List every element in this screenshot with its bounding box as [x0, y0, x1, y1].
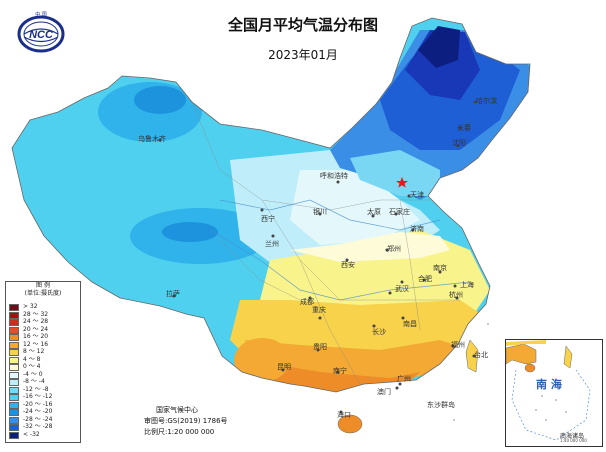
south-sea-label: 南 海: [536, 378, 562, 391]
legend-swatch: [9, 424, 19, 431]
svg-text:NCC: NCC: [29, 29, 54, 41]
legend-swatch: [9, 341, 19, 349]
agency-name: 国家气候中心: [156, 406, 198, 414]
map-approval-number: 审图号:GS(2019) 1786号: [144, 417, 228, 425]
legend-label: -4 ～ 0: [23, 370, 43, 378]
city-label: 乌鲁木齐: [138, 135, 166, 143]
city-label: 南宁: [333, 367, 347, 375]
city-label: 南京: [433, 264, 447, 272]
legend-label: -20 ～ -16: [23, 400, 53, 408]
map-scale: 比例尺:1:20 000 000: [144, 428, 215, 436]
legend-swatch: [9, 401, 19, 409]
legend-label: 24 ～ 28: [23, 318, 49, 325]
city-label: 南昌: [403, 320, 417, 328]
legend-swatch: [9, 311, 19, 319]
city-label: 海口: [337, 411, 351, 419]
city-label: 拉萨: [166, 290, 180, 298]
legend-label: -28 ～ -24: [23, 415, 53, 423]
map-subtitle: 2023年01月: [268, 48, 338, 62]
city-label: 长沙: [372, 328, 386, 336]
city-label: 昆明: [277, 363, 291, 371]
city-label: 台北: [474, 351, 488, 359]
legend-label: 16 ～ 20: [23, 333, 49, 340]
legend-label: > 32: [23, 303, 38, 310]
city-label: 郑州: [387, 245, 401, 253]
south-china-sea-inset: 南 海 南海诸岛 1:40 000 000: [505, 339, 603, 447]
city-label: 西安: [341, 261, 355, 269]
city-label: 广州: [397, 375, 411, 383]
city-label: 沈阳: [452, 139, 466, 147]
legend-label: -8 ～ -4: [23, 378, 45, 385]
legend-label: < -32: [23, 430, 40, 438]
legend-swatch: [9, 304, 19, 311]
city-label: 合肥: [418, 275, 432, 283]
legend-swatch: [9, 416, 19, 424]
legend-swatch: [9, 379, 19, 386]
map-title: 全国月平均气温分布图: [227, 16, 378, 34]
city-label: 贵阳: [313, 343, 327, 351]
legend-swatch: [9, 326, 19, 334]
legend-label: 28 ～ 32: [23, 310, 49, 318]
legend-swatch: [9, 356, 19, 364]
credit-block: 国家气候中心 审图号:GS(2019) 1786号 比例尺:1:20 000 0…: [144, 405, 228, 438]
city-label: 济南: [410, 225, 424, 233]
legend-swatch: [9, 409, 19, 416]
legend-label: -12 ～ -8: [23, 385, 49, 393]
city-label: 东沙群岛: [427, 401, 455, 409]
city-label: 杭州: [449, 291, 463, 299]
city-label: 呼和浩特: [320, 172, 348, 180]
legend-swatch: [9, 334, 19, 341]
legend-label: -32 ～ -28: [23, 423, 53, 430]
city-label: 太原: [367, 208, 381, 216]
city-label: 武汉: [395, 285, 409, 293]
inset-scale: 1:40 000 000: [560, 438, 587, 443]
city-label: 澳门: [377, 388, 391, 396]
legend-label: 4 ～ 8: [23, 355, 41, 363]
svg-text:中 国: 中 国: [35, 11, 47, 18]
capital-star-icon: [396, 177, 408, 188]
legend-swatch: [9, 349, 19, 356]
inset-caption: 南海诸岛: [560, 433, 585, 440]
legend-label: 8 ～ 12: [23, 348, 45, 355]
city-label: 上海: [460, 281, 474, 289]
legend-title: 图 例: [36, 282, 50, 289]
legend-swatch: [9, 394, 19, 401]
legend-label: 12 ～ 16: [23, 340, 49, 348]
city-label: 西宁: [261, 215, 275, 223]
city-label: 长春: [457, 124, 471, 132]
city-label: 成都: [300, 298, 314, 306]
legend-swatch: [9, 371, 19, 379]
legend-label: 0 ～ 4: [23, 363, 41, 370]
city-label: 重庆: [312, 306, 326, 314]
legend-unit: (单位:摄氏度): [24, 290, 62, 297]
inset-map-graphic: [506, 340, 591, 441]
legend-swatch: [9, 319, 19, 326]
city-label: 银川: [313, 208, 327, 216]
city-label: 兰州: [265, 240, 279, 248]
city-label: 石家庄: [389, 208, 410, 216]
legend: 图 例 (单位:摄氏度) > 32 28 ～ 32 24 ～ 28 20 ～ 24 16…: [5, 281, 81, 443]
legend-label: -16 ～ -12: [23, 393, 53, 400]
legend-label: -24 ～ -20: [23, 408, 53, 415]
legend-swatch: [9, 386, 19, 394]
legend-swatch: [9, 431, 19, 439]
legend-label: 20 ～ 24: [23, 325, 49, 333]
city-label: 哈尔滨: [476, 97, 497, 105]
city-label: 天津: [410, 191, 424, 199]
city-label: 福州: [451, 341, 465, 349]
ncc-logo: NCC 中 国: [17, 11, 65, 53]
legend-swatch: [9, 364, 19, 371]
